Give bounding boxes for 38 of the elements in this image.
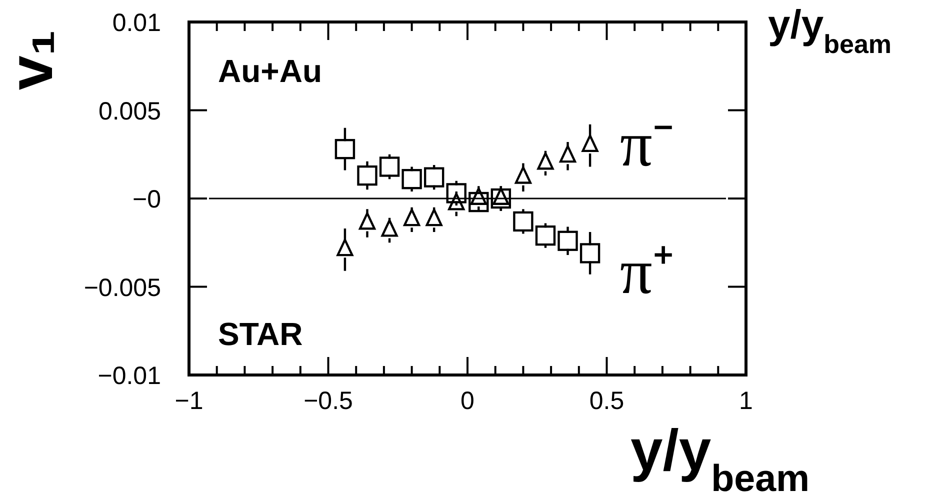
point: [381, 219, 398, 237]
y-tick-label: −0.01: [98, 362, 161, 390]
point: [426, 208, 442, 226]
point: [513, 211, 534, 232]
annotation: Au+Au: [218, 53, 322, 89]
legend-label: π⁺: [620, 236, 674, 308]
text: y/y$_{beam}$: [768, 3, 892, 59]
point: [580, 243, 600, 264]
point: [448, 192, 465, 210]
point: [424, 167, 444, 188]
x-tick-label: 0.5: [589, 387, 624, 415]
x-axis-title: y/y$_{beam}$: [630, 418, 810, 493]
point: [446, 183, 466, 204]
point: [514, 166, 532, 184]
y-tick-label: −0: [132, 186, 161, 214]
point: [379, 156, 400, 177]
y-axis-title: v₁: [0, 30, 66, 90]
legend-label: π⁻: [620, 108, 674, 180]
point: [404, 208, 420, 226]
y-tick-label: 0.005: [98, 97, 161, 126]
point: [357, 165, 378, 186]
point: [582, 134, 598, 152]
point: [402, 168, 422, 190]
x-tick-label: 1: [739, 387, 753, 415]
x-tick-label: −1: [174, 387, 204, 415]
x-tick-label: −0.5: [304, 387, 353, 415]
annotation: STAR: [218, 316, 303, 352]
point: [468, 192, 489, 212]
point: [559, 145, 576, 163]
x-tick-label: 0: [460, 387, 474, 415]
point: [358, 212, 376, 230]
point: [535, 225, 556, 246]
point: [558, 230, 578, 251]
point: [334, 138, 356, 160]
y-tick-label: −0.005: [84, 274, 161, 302]
point: [336, 238, 354, 256]
y-tick-label: 0.01: [112, 9, 161, 37]
point: [537, 152, 554, 170]
